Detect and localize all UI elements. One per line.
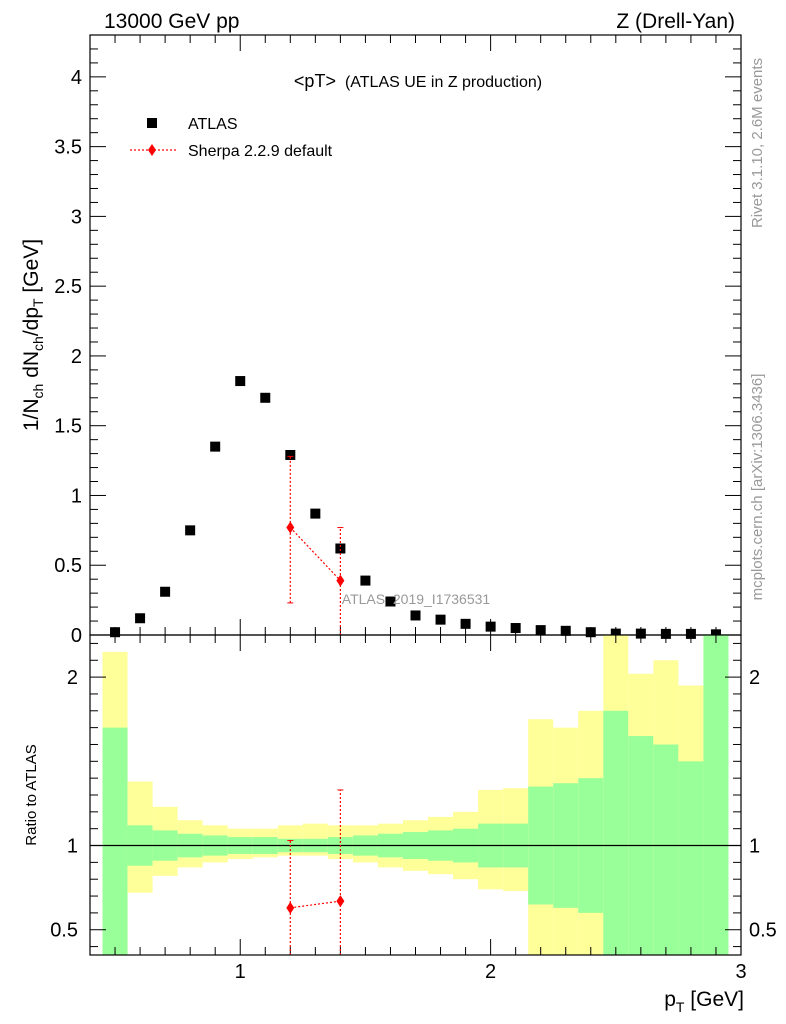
- y-axis-title: 1/Nch dNch/dpT [GeV]: [20, 239, 46, 431]
- y-tick-label: 1: [71, 485, 82, 507]
- atlas-data-point: [360, 575, 371, 586]
- atlas-data-point: [410, 610, 421, 621]
- sherpa-point: [336, 574, 345, 587]
- header-right-label: Z (Drell-Yan): [616, 10, 735, 33]
- sherpa-ratio-point: [336, 895, 345, 908]
- ratio-panel-frame: [89, 634, 742, 956]
- ratio-inner-band: [603, 710, 629, 955]
- sherpa-ratio-line: [290, 900, 341, 909]
- ratio-y-tick-label: 1: [67, 836, 78, 858]
- atlas-data-point: [235, 376, 246, 387]
- y-tick-label: 3: [71, 206, 82, 228]
- title-sub: (ATLAS UE in Z production): [345, 74, 542, 91]
- atlas-data-point: [185, 525, 196, 536]
- y-tick-label: 2.5: [54, 276, 82, 298]
- atlas-data-point: [210, 441, 221, 452]
- ratio-inner-band: [653, 744, 679, 955]
- x-tick-label: 1: [235, 961, 246, 983]
- atlas-data-point: [560, 625, 571, 636]
- y-tick-label: 2: [71, 346, 82, 368]
- legend-sherpa-marker: [148, 144, 156, 156]
- ratio-y-tick-label: 2: [67, 667, 78, 689]
- analysis-watermark: ATLAS_2019_I1736531: [342, 591, 491, 607]
- header-left-label: 13000 GeV pp: [104, 10, 239, 33]
- ratio-panel-grid: 1 2 30.5 0.51 12 2: [50, 635, 777, 983]
- ratio-inner-band: [703, 635, 729, 955]
- ratio-y-tick-label: 0.5: [50, 920, 78, 942]
- main-panel-marks: [110, 376, 721, 640]
- ratio-inner-band: [678, 761, 704, 955]
- atlas-data-point: [435, 614, 446, 625]
- y-tick-label: 4: [71, 67, 82, 89]
- atlas-data-point: [585, 627, 596, 638]
- ratio-y-tick-label-right: 1: [749, 836, 760, 858]
- sherpa-point: [286, 521, 295, 534]
- atlas-data-point: [135, 613, 146, 624]
- atlas-data-point: [610, 628, 621, 639]
- atlas-data-point: [485, 621, 496, 632]
- legend-atlas-marker: [147, 118, 157, 128]
- legend-atlas-label: ATLAS: [188, 116, 238, 133]
- sherpa-ratio-point: [286, 901, 295, 914]
- title-main: <pT>: [294, 71, 336, 91]
- mcplots-label: mcplots.cern.ch [arXiv:1306.3436]: [749, 374, 766, 601]
- y-tick-label: 3.5: [54, 137, 82, 159]
- x-tick-label: 2: [485, 961, 496, 983]
- ratio-y-axis-title: Ratio to ATLAS: [23, 744, 40, 845]
- legend: ATLAS Sherpa 2.2.9 default: [130, 116, 333, 160]
- y-tick-label: 0: [71, 625, 82, 647]
- x-tick-label: 3: [735, 961, 746, 983]
- atlas-data-point: [385, 596, 396, 607]
- atlas-data-point: [335, 543, 346, 554]
- sherpa-line: [289, 527, 341, 581]
- atlas-data-point: [635, 628, 646, 639]
- legend-sherpa-label: Sherpa 2.2.9 default: [188, 143, 333, 160]
- rivet-version-label: Rivet 3.1.10, 2.6M events: [749, 58, 766, 228]
- atlas-data-point: [260, 392, 271, 403]
- atlas-data-point: [535, 625, 546, 636]
- ratio-panel-marks: [90, 789, 741, 955]
- atlas-data-point: [685, 628, 696, 639]
- y-tick-label: 1.5: [54, 416, 82, 438]
- atlas-data-point: [660, 628, 671, 639]
- y-tick-label: 0.5: [54, 555, 82, 577]
- atlas-data-point: [110, 627, 121, 638]
- atlas-data-point: [460, 618, 471, 629]
- ratio-inner-band: [102, 727, 128, 955]
- ratio-y-tick-label-right: 0.5: [749, 920, 777, 942]
- atlas-data-point: [310, 508, 321, 519]
- atlas-data-point: [710, 629, 721, 640]
- ratio-bands: [102, 635, 729, 955]
- chart-title: <pT> (ATLAS UE in Z production): [294, 71, 542, 91]
- atlas-data-point: [160, 586, 171, 597]
- atlas-data-point: [510, 623, 521, 634]
- atlas-data-point: [285, 450, 296, 460]
- ratio-y-tick-label-right: 2: [749, 667, 760, 689]
